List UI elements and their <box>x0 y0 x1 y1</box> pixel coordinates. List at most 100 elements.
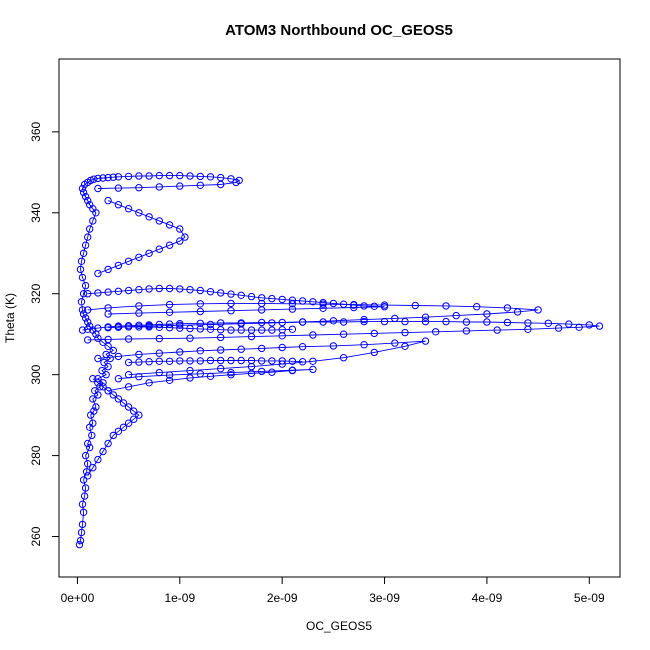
data-point <box>104 387 112 395</box>
data-point <box>513 308 522 316</box>
data-point <box>217 364 225 373</box>
data-point <box>288 366 297 374</box>
data-point <box>145 379 153 387</box>
data-point <box>442 302 450 310</box>
data-point <box>196 319 205 327</box>
data-point <box>75 540 84 549</box>
data-point <box>165 221 174 229</box>
data-point <box>181 233 189 241</box>
data-point <box>124 323 133 331</box>
data-point <box>247 356 256 365</box>
data-point <box>114 184 123 192</box>
data-point <box>329 299 338 308</box>
data-point <box>258 326 266 334</box>
data-point <box>124 419 133 427</box>
data-point <box>237 291 245 299</box>
data-point <box>473 303 481 311</box>
data-point <box>165 371 174 379</box>
data-point <box>196 370 205 378</box>
data-point <box>258 357 266 365</box>
data-point <box>155 284 164 293</box>
data-point <box>575 323 583 331</box>
data-point <box>124 172 133 181</box>
data-point <box>94 184 102 193</box>
data-point <box>319 298 327 307</box>
data-point <box>145 358 153 366</box>
data-point <box>186 374 194 382</box>
data-point <box>155 349 164 357</box>
data-point <box>119 423 128 431</box>
data-point <box>227 371 235 379</box>
data-point <box>114 287 123 295</box>
data-point <box>329 342 338 350</box>
data-point <box>114 323 123 331</box>
data-point <box>78 273 87 282</box>
data-point <box>360 315 368 324</box>
data-point <box>119 399 128 407</box>
data-point <box>84 196 92 205</box>
data-point <box>452 311 460 320</box>
data-point <box>89 375 97 383</box>
data-point <box>99 447 107 456</box>
data-point <box>114 201 123 209</box>
plot-frame <box>58 58 621 578</box>
data-point <box>135 350 143 359</box>
data-point <box>78 306 87 314</box>
data-point <box>114 427 123 435</box>
data-point <box>135 184 143 192</box>
y-axis: 260 280 300 320 340 360 <box>29 122 60 547</box>
data-point <box>554 324 563 332</box>
data-point <box>102 371 110 379</box>
data-point <box>298 297 307 305</box>
data-point <box>534 306 542 314</box>
data-point <box>114 352 123 361</box>
data-point <box>104 310 112 318</box>
data-point <box>247 292 256 301</box>
data-point <box>370 329 378 338</box>
chart-title: ATOM3 Northbound OC_GEOS5 <box>225 22 453 39</box>
data-point <box>176 357 184 365</box>
data-point <box>176 285 184 293</box>
data-point <box>155 245 164 253</box>
data-point <box>196 307 205 316</box>
series-line-7 <box>108 326 293 331</box>
data-point <box>258 344 266 353</box>
data-point <box>89 464 97 472</box>
data-point <box>217 289 225 297</box>
data-point <box>421 313 430 321</box>
data-point <box>227 356 235 365</box>
data-point <box>268 368 276 376</box>
data-point <box>288 305 297 313</box>
data-point <box>104 288 112 296</box>
data-point <box>81 484 90 492</box>
data-point <box>98 366 106 375</box>
data-point <box>79 188 88 197</box>
series-line-2 <box>87 302 539 328</box>
data-point <box>81 451 90 460</box>
x-tick-label: 2e-09 <box>267 591 298 605</box>
data-point <box>206 356 215 365</box>
data-point <box>278 295 286 304</box>
data-point <box>503 304 512 312</box>
data-point <box>109 391 118 399</box>
data-point <box>298 318 307 326</box>
data-point <box>90 175 98 183</box>
data-point <box>411 301 419 310</box>
data-point <box>196 181 205 190</box>
data-point <box>565 320 573 328</box>
data-point <box>104 173 112 182</box>
data-point <box>217 356 225 365</box>
data-point <box>135 323 143 331</box>
data-point <box>503 318 512 327</box>
data-point <box>124 257 133 265</box>
series-line-3 <box>97 340 426 376</box>
data-point <box>165 300 174 309</box>
data-point <box>124 286 133 295</box>
series-line-5 <box>87 288 385 315</box>
plot-area <box>58 58 621 578</box>
data-point <box>135 302 143 310</box>
data-point <box>227 368 235 377</box>
data-point <box>124 335 133 343</box>
data-point <box>544 319 552 327</box>
data-point <box>106 354 114 363</box>
